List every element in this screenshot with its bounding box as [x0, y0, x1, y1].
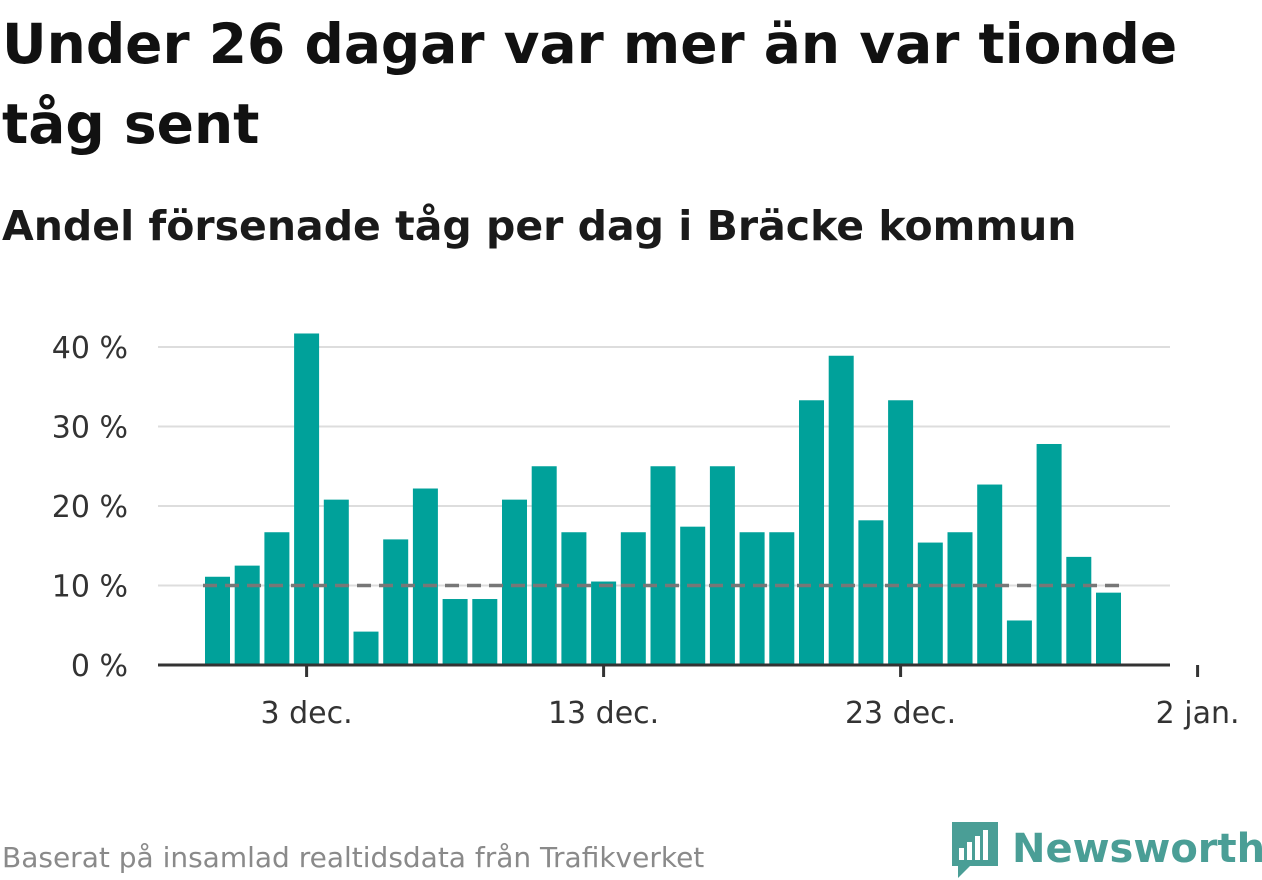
brand-logo: Newsworthy — [950, 818, 1262, 880]
newsworthy-logo-icon — [952, 822, 998, 878]
bar — [828, 355, 854, 665]
bar — [205, 576, 230, 665]
x-tick-label: 23 dec. — [845, 696, 956, 731]
bar — [264, 532, 290, 665]
bar — [650, 466, 676, 665]
bar — [709, 466, 735, 665]
x-tick-label: 3 dec. — [261, 696, 353, 731]
bar — [442, 599, 468, 665]
x-tick-label: 13 dec. — [548, 696, 659, 731]
bar — [680, 526, 706, 665]
bar — [472, 599, 498, 665]
y-axis-labels: 0 % 10 % 20 % 30 % 40 % — [52, 331, 128, 684]
bar — [888, 400, 914, 665]
bar — [858, 520, 884, 665]
bar — [323, 499, 349, 665]
bar — [561, 532, 587, 665]
x-axis-labels: 3 dec. 13 dec. 23 dec. 2 jan. — [261, 696, 1240, 731]
bar — [1006, 620, 1032, 665]
bar — [412, 488, 438, 665]
chart-subtitle: Andel försenade tåg per dag i Bräcke kom… — [2, 202, 1077, 250]
bar — [620, 532, 646, 665]
y-tick-label: 20 % — [52, 490, 128, 525]
bar — [1096, 592, 1121, 665]
bar-chart: 0 % 10 % 20 % 30 % 40 % 3 dec. 13 dec. 23 dec.… — [52, 331, 1240, 731]
bar — [799, 400, 824, 665]
x-axis — [158, 663, 1200, 677]
x-tick-label: 2 jan. — [1156, 696, 1240, 731]
bars — [205, 333, 1121, 665]
bar — [234, 565, 260, 665]
bar — [294, 333, 320, 665]
bar — [947, 532, 973, 665]
bar — [739, 532, 765, 665]
bar — [769, 532, 795, 665]
y-tick-label: 0 % — [71, 649, 128, 684]
bar — [531, 466, 557, 665]
source-note: Baserat på insamlad realtidsdata från Tr… — [2, 841, 705, 874]
bar — [591, 581, 617, 665]
bar — [977, 484, 1003, 665]
chart-title: Under 26 dagar var mer än var tionde tåg… — [2, 12, 1178, 156]
y-tick-label: 10 % — [52, 570, 128, 605]
bar — [502, 499, 527, 665]
bar — [1066, 556, 1092, 665]
y-tick-label: 30 % — [52, 411, 128, 446]
bar — [353, 631, 379, 665]
bar — [1036, 443, 1062, 665]
bar — [383, 539, 409, 665]
y-tick-label: 40 % — [52, 331, 128, 366]
brand-name: Newsworthy — [1012, 826, 1262, 872]
bar — [917, 542, 943, 665]
